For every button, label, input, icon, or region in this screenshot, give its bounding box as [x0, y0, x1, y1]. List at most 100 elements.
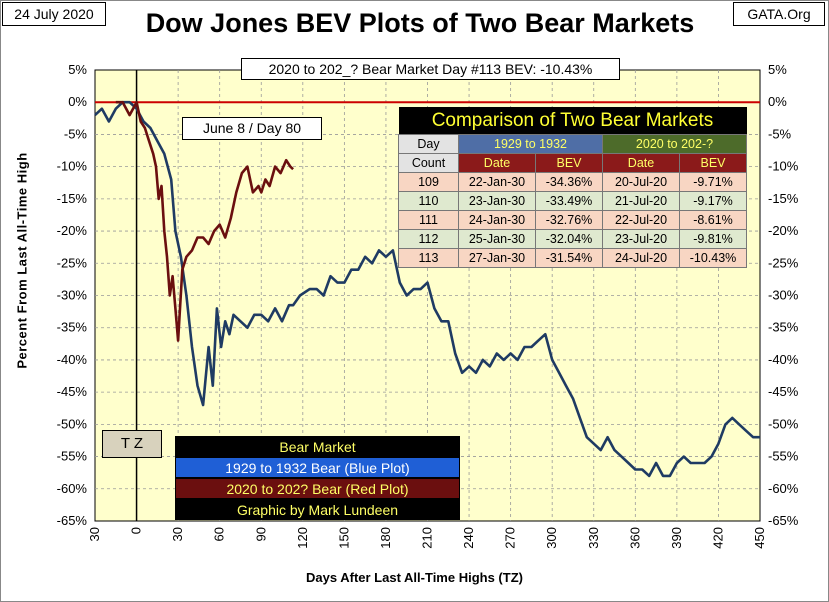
- x-tick-label: 0: [129, 527, 144, 534]
- y-tick-label-right: -10%: [768, 159, 799, 174]
- y-tick-label-left: -45%: [57, 384, 88, 399]
- comparison-table: Comparison of Two Bear Markets Day 1929 …: [398, 107, 747, 268]
- y-tick-label-left: -10%: [57, 159, 88, 174]
- x-tick-label: 90: [253, 527, 268, 541]
- col-bev-2: BEV: [679, 153, 747, 173]
- x-tick-label: 210: [420, 527, 435, 549]
- table-cell-day: 109: [398, 172, 459, 192]
- x-tick-label: 30: [170, 527, 185, 541]
- red-series-line: [115, 100, 294, 342]
- y-tick-label-right: -30%: [768, 288, 799, 303]
- table-row: 110 23-Jan-30 -33.49% 21-Jul-20 -9.17%: [398, 191, 747, 211]
- x-tick-label: 300: [544, 527, 559, 549]
- x-tick-label: 150: [336, 527, 351, 549]
- y-tick-label-right: -20%: [768, 223, 799, 238]
- day-header: Day: [398, 134, 459, 154]
- table-cell-b2: -8.61%: [679, 210, 747, 230]
- x-tick-label: 240: [461, 527, 476, 549]
- x-tick-label: 360: [627, 527, 642, 549]
- y-tick-label-right: 0%: [768, 94, 787, 109]
- x-tick-label: 420: [710, 527, 725, 549]
- table-row: 112 25-Jan-30 -32.04% 23-Jul-20 -9.81%: [398, 229, 747, 249]
- legend: Bear Market 1929 to 1932 Bear (Blue Plot…: [175, 436, 460, 520]
- group2-header: 2020 to 202-?: [602, 134, 747, 154]
- legend-blue: 1929 to 1932 Bear (Blue Plot): [175, 457, 460, 478]
- y-tick-label-right: -35%: [768, 320, 799, 335]
- tz-box: T Z: [102, 430, 162, 458]
- y-tick-label-left: -40%: [57, 352, 88, 367]
- col-bev-1: BEV: [535, 153, 603, 173]
- y-tick-label-right: -65%: [768, 513, 799, 528]
- table-cell-day: 113: [398, 248, 459, 268]
- y-tick-label-left: -15%: [57, 191, 88, 206]
- chart-title: Dow Jones BEV Plots of Two Bear Markets: [145, 8, 695, 38]
- group1-header: 1929 to 1932: [458, 134, 603, 154]
- y-tick-label-right: -40%: [768, 352, 799, 367]
- table-cell-b1: -32.04%: [535, 229, 603, 249]
- y-tick-label-right: -50%: [768, 416, 799, 431]
- table-cell-d1: 25-Jan-30: [458, 229, 536, 249]
- source-label: GATA.Org: [733, 2, 825, 26]
- table-cell-day: 111: [398, 210, 459, 230]
- table-row: 111 24-Jan-30 -32.76% 22-Jul-20 -8.61%: [398, 210, 747, 230]
- legend-red: 2020 to 202? Bear (Red Plot): [175, 478, 460, 499]
- y-tick-label-left: -50%: [57, 416, 88, 431]
- table-cell-b2: -9.81%: [679, 229, 747, 249]
- table-row: 113 27-Jan-30 -31.54% 24-Jul-20 -10.43%: [398, 248, 747, 268]
- y-tick-label-left: -5%: [64, 126, 88, 141]
- table-cell-day: 112: [398, 229, 459, 249]
- table-cell-d2: 20-Jul-20: [602, 172, 680, 192]
- col-date-1: Date: [458, 153, 536, 173]
- x-tick-label: 270: [503, 527, 518, 549]
- date-label: 24 July 2020: [2, 2, 106, 26]
- table-cell-b1: -33.49%: [535, 191, 603, 211]
- x-axis-label: Days After Last All-Time Highs (TZ): [306, 570, 523, 585]
- table-cell-b2: -9.71%: [679, 172, 747, 192]
- y-tick-label-right: -25%: [768, 255, 799, 270]
- y-tick-label-right: -5%: [768, 126, 792, 141]
- legend-credit: Graphic by Mark Lundeen: [175, 499, 460, 520]
- col-date-2: Date: [602, 153, 680, 173]
- table-cell-day: 110: [398, 191, 459, 211]
- x-tick-label: 120: [295, 527, 310, 549]
- y-axis-label: Percent From Last All-Time High: [14, 152, 30, 369]
- table-cell-b1: -32.76%: [535, 210, 603, 230]
- table-cell-d1: 24-Jan-30: [458, 210, 536, 230]
- table-cell-d1: 27-Jan-30: [458, 248, 536, 268]
- table-cell-d2: 21-Jul-20: [602, 191, 680, 211]
- x-tick-label: 330: [586, 527, 601, 549]
- y-tick-label-right: -15%: [768, 191, 799, 206]
- y-tick-label-right: -60%: [768, 481, 799, 496]
- x-tick-label: 390: [669, 527, 684, 549]
- legend-title: Bear Market: [175, 436, 460, 457]
- comparison-table-title: Comparison of Two Bear Markets: [398, 107, 747, 135]
- table-cell-b1: -34.36%: [535, 172, 603, 192]
- table-cell-d2: 22-Jul-20: [602, 210, 680, 230]
- annotation-box: June 8 / Day 80: [182, 117, 322, 140]
- y-tick-label-right: -55%: [768, 449, 799, 464]
- y-tick-label-left: -25%: [57, 255, 88, 270]
- x-tick-label: 30: [87, 527, 102, 541]
- status-box: 2020 to 202_? Bear Market Day #113 BEV: …: [241, 58, 620, 80]
- y-tick-label-left: -20%: [57, 223, 88, 238]
- table-row: 109 22-Jan-30 -34.36% 20-Jul-20 -9.71%: [398, 172, 747, 192]
- x-tick-label: 180: [378, 527, 393, 549]
- table-cell-d1: 23-Jan-30: [458, 191, 536, 211]
- table-cell-d2: 23-Jul-20: [602, 229, 680, 249]
- y-tick-label-left: -65%: [57, 513, 88, 528]
- x-tick-label: 60: [212, 527, 227, 541]
- y-tick-label-left: -30%: [57, 288, 88, 303]
- x-tick-label: 450: [752, 527, 767, 549]
- table-cell-b2: -9.17%: [679, 191, 747, 211]
- y-tick-label-left: -55%: [57, 449, 88, 464]
- table-cell-b2: -10.43%: [679, 248, 747, 268]
- table-cell-d1: 22-Jan-30: [458, 172, 536, 192]
- blue-series-line: [94, 100, 760, 478]
- y-tick-label-left: 0%: [68, 94, 87, 109]
- table-cell-d2: 24-Jul-20: [602, 248, 680, 268]
- y-tick-label-left: -35%: [57, 320, 88, 335]
- y-tick-label-left: -60%: [57, 481, 88, 496]
- y-tick-label-left: 5%: [68, 62, 87, 77]
- y-tick-label-right: -45%: [768, 384, 799, 399]
- y-tick-label-right: 5%: [768, 62, 787, 77]
